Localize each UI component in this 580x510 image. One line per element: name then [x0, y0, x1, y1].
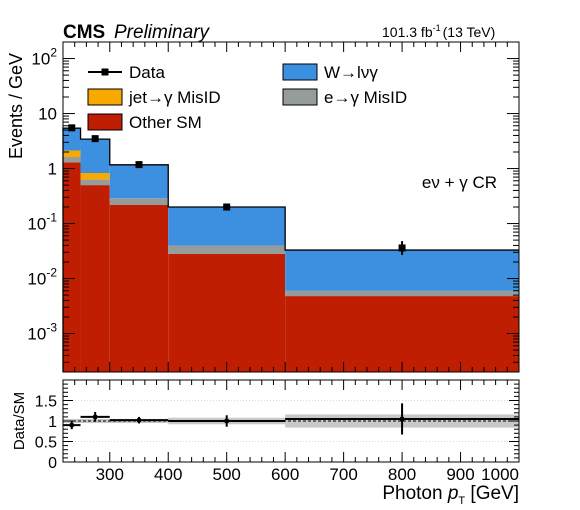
legend-label: jet→γ MisID — [128, 88, 221, 107]
status-label: Preliminary — [114, 22, 211, 43]
main-x-axis-ticks — [74, 42, 520, 372]
ratio-x-tick-label: 800 — [388, 465, 416, 484]
stack-bar-0-bin-2 — [109, 204, 169, 372]
experiment-label: CMS — [63, 22, 105, 43]
y-tick-label: 10-3 — [27, 321, 57, 344]
stack-bar-2-bin-1 — [80, 173, 110, 180]
legend-label: e→γ MisID — [324, 88, 407, 107]
main-y-axis: 10-3 10-2 10-1 1 10 102 — [27, 41, 519, 373]
ratio-y-tick-label: 1.5 — [35, 394, 57, 411]
legend-swatch — [87, 88, 123, 106]
data-point — [91, 135, 99, 143]
stack-bar-1-bin-3 — [168, 245, 286, 254]
stack-bar-0-bin-1 — [80, 185, 110, 372]
x-axis-label-text: Photon — [382, 483, 448, 504]
y-tick-label: 10 — [38, 105, 57, 124]
data-point — [135, 161, 143, 169]
legend-label: Other SM — [129, 113, 202, 132]
stack-bar-3-bin-1 — [80, 139, 110, 174]
stack-histogram — [62, 127, 519, 372]
legend-data-marker — [101, 68, 109, 76]
region-label: eν + γ CR — [422, 173, 497, 192]
legend-swatch — [87, 113, 123, 131]
legend: Data W→lνγ jet→γ MisID e→γ MisID Other SM — [87, 63, 407, 132]
luminosity-exponent: -1 — [433, 23, 441, 33]
y-tick-label: 1 — [48, 160, 57, 179]
ratio-x-tick-label: 500 — [213, 465, 241, 484]
y-tick-label: 10-2 — [27, 266, 57, 289]
ratio-x-tick-label: 900 — [446, 465, 474, 484]
ratio-x-axis: 300 400 500 600 700 800 900 1000 — [74, 380, 520, 484]
data-point — [223, 203, 231, 211]
stack-bar-0-bin-4 — [285, 296, 519, 372]
luminosity-energy: (13 TeV) — [443, 24, 496, 40]
ratio-y-axis-label: Data/SM — [11, 392, 28, 450]
ratio-point — [137, 418, 141, 423]
legend-swatch — [282, 63, 318, 81]
ratio-x-tick-label: 600 — [271, 465, 299, 484]
stack-bar-0-bin-3 — [168, 253, 286, 372]
stack-bar-0-bin-0 — [63, 162, 81, 372]
stack-bar-3-bin-0 — [63, 128, 81, 151]
y-tick-label: 10-1 — [27, 211, 57, 234]
ratio-plot-panel: 0 0.5 1 1.5 300 400 500 600 700 800 900 1000 Data/… — [11, 379, 520, 507]
main-y-axis-label: Events / GeV — [6, 53, 26, 159]
stack-bar-3-bin-2 — [109, 164, 169, 199]
data-point — [68, 124, 76, 132]
data-point — [398, 244, 406, 252]
luminosity-label: 101.3 fb-1 (13 TeV) — [382, 23, 495, 40]
stack-bar-1-bin-1 — [80, 179, 110, 186]
stack-bar-2-bin-0 — [63, 150, 81, 158]
ratio-x-tick-label: 700 — [329, 465, 357, 484]
ratio-y-tick-label: 0.5 — [35, 435, 57, 452]
x-axis-label: Photon pT [GeV] — [382, 483, 519, 507]
ratio-point — [93, 414, 98, 419]
x-axis-label-subscript: T — [458, 495, 465, 507]
ratio-point — [69, 423, 74, 428]
stack-bar-3-bin-3 — [168, 207, 286, 246]
ratio-y-axis: 0 0.5 1 1.5 — [35, 379, 519, 472]
ratio-y-tick-label: 1 — [48, 414, 57, 431]
x-axis-label-math: p — [447, 483, 459, 504]
ratio-x-tick-label: 1000 — [481, 465, 519, 484]
data-points — [68, 124, 406, 255]
legend-swatch — [282, 88, 318, 106]
ratio-x-tick-label: 400 — [154, 465, 182, 484]
x-axis-label-unit: [GeV] — [465, 483, 519, 504]
stack-bar-1-bin-2 — [109, 198, 169, 205]
luminosity-value: 101.3 fb — [382, 24, 433, 40]
legend-label: Data — [129, 63, 165, 82]
main-plot-panel: 10-3 10-2 10-1 1 10 102 Events / GeV eν + γ C… — [6, 41, 520, 373]
ratio-point — [224, 419, 229, 423]
ratio-x-tick-label: 300 — [96, 465, 124, 484]
ratio-point — [400, 416, 405, 421]
stack-bar-1-bin-0 — [63, 157, 81, 163]
stack-bar-3-bin-4 — [285, 250, 519, 291]
y-tick-label: 102 — [31, 46, 57, 69]
legend-label: W→lνγ — [324, 63, 378, 82]
stack-bar-1-bin-4 — [285, 290, 519, 297]
ratio-y-tick-label: 0 — [48, 455, 57, 472]
